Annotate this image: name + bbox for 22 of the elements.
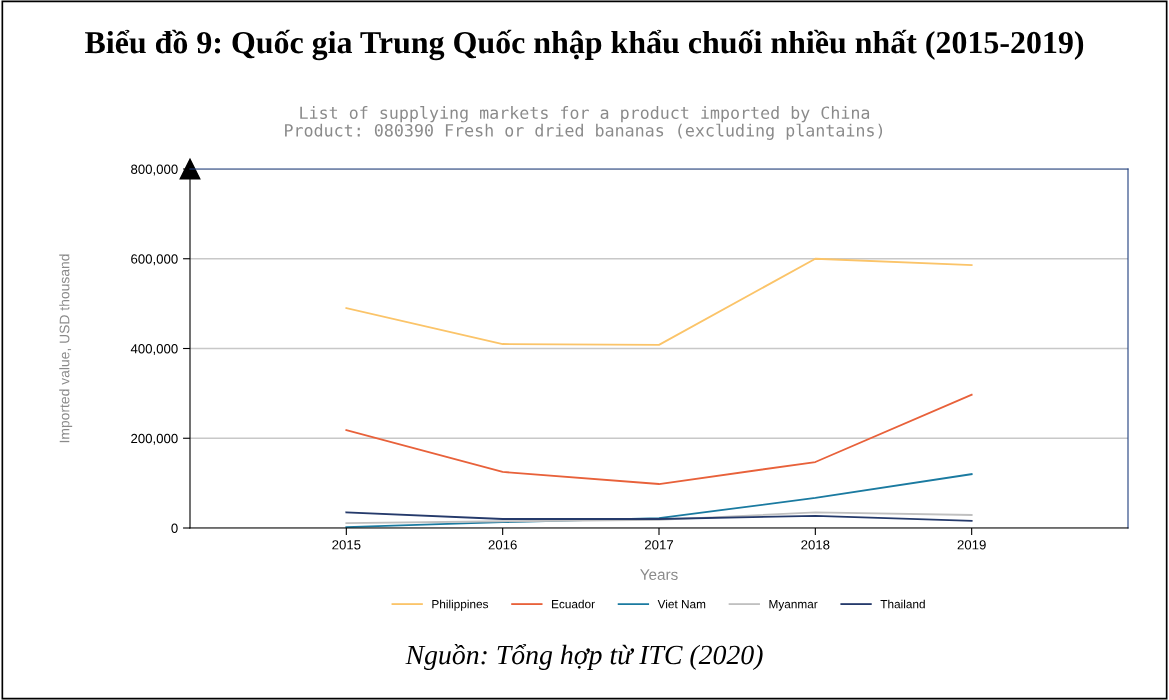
legend-label: Myanmar xyxy=(769,600,818,611)
chart-title: Biểu đồ 9: Quốc gia Trung Quốc nhập khẩu chuối nhiều nhất (2015-2019) xyxy=(85,29,1084,61)
legend-label: Thailand xyxy=(880,599,925,609)
x-axis-title: Years xyxy=(640,569,678,580)
legend-label: Viet Nam xyxy=(657,599,706,609)
legend-label: Ecuador xyxy=(552,599,595,609)
y-tick-label: 0 xyxy=(171,523,178,533)
text: Nguồn: Tổng hợp từ ITC (2020) xyxy=(405,643,763,671)
y-tick-label: 600,000 xyxy=(131,254,178,266)
chart-subtitle: List of supplying markets for a product imported by China Product: 080390 Fresh or dried bananas (excluding plantains) xyxy=(285,106,883,140)
y-axis-title: Imported value, USD thousand xyxy=(59,254,73,443)
x-tick-label: 2019 xyxy=(957,540,986,550)
y-tick-label: 400,000 xyxy=(130,344,178,355)
legend-label: Philippines xyxy=(432,599,489,611)
x-tick-label: 2016 xyxy=(488,540,517,550)
x-tick-label: 2015 xyxy=(332,540,361,550)
line-series xyxy=(345,257,973,346)
x-tick-label: 2017 xyxy=(644,540,674,550)
y-tick-label: 200,000 xyxy=(131,433,178,445)
y-tick-label: 800,000 xyxy=(131,164,178,176)
x-tick-label: 2018 xyxy=(801,540,830,550)
line-series xyxy=(345,393,973,485)
